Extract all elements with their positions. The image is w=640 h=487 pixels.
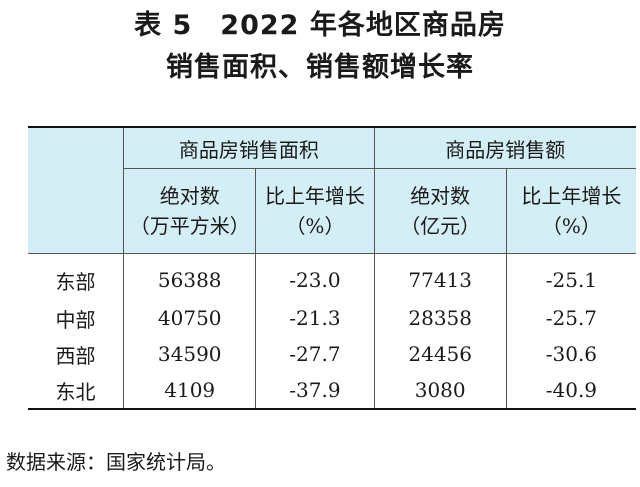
table-row: 西部 34590 -27.7 24456 -30.6 xyxy=(28,336,636,372)
region-header-cell xyxy=(28,127,124,254)
table-row: 中部 40750 -21.3 28358 -25.7 xyxy=(28,300,636,336)
subheader-area-absolute-unit: （万平方米） xyxy=(129,214,250,238)
sales-cell: 24456 xyxy=(373,336,507,372)
data-table: 商品房销售面积 商品房销售额 绝对数 （万平方米） 比上年增长 （%） 绝对数 … xyxy=(28,126,636,410)
sales-growth-cell: -40.9 xyxy=(505,372,636,410)
source-note: 数据来源：国家统计局。 xyxy=(6,450,226,474)
subheader-area-growth: 比上年增长 （%） xyxy=(255,168,375,254)
subheader-sales-growth-label: 比上年增长 xyxy=(521,184,622,208)
subheader-sales-absolute: 绝对数 （亿元） xyxy=(373,168,507,254)
subheader-area-growth-label: 比上年增长 xyxy=(264,184,365,208)
table-title-line1: 表 5 2022 年各地区商品房 xyxy=(134,10,506,41)
region-cell: 东部 xyxy=(55,269,96,294)
subheader-sales-absolute-label: 绝对数 xyxy=(410,184,471,208)
area-growth-cell: -23.0 xyxy=(255,253,375,300)
subheader-area-absolute-label: 绝对数 xyxy=(159,184,220,208)
area-cell: 56388 xyxy=(123,253,256,300)
subheader-sales-absolute-unit: （亿元） xyxy=(400,214,481,238)
area-growth-cell: -27.7 xyxy=(255,336,375,372)
sales-cell: 3080 xyxy=(373,372,507,410)
sales-growth-cell: -25.7 xyxy=(505,300,636,336)
table-row: 东部 56388 -23.0 77413 -25.1 xyxy=(28,253,636,300)
area-cell: 4109 xyxy=(123,372,256,410)
subheader-area-absolute: 绝对数 （万平方米） xyxy=(123,168,256,254)
table-title-line2: 销售面积、销售额增长率 xyxy=(166,52,474,83)
area-cell: 40750 xyxy=(123,300,256,336)
area-growth-cell: -37.9 xyxy=(255,372,375,410)
sales-growth-cell: -30.6 xyxy=(505,336,636,372)
region-cell: 中部 xyxy=(55,307,96,332)
sales-cell: 77413 xyxy=(373,253,507,300)
region-cell: 西部 xyxy=(55,343,96,368)
group-header-sales: 商品房销售额 xyxy=(373,127,636,169)
table-row: 东北 4109 -37.9 3080 -40.9 xyxy=(28,372,636,410)
subheader-area-growth-unit: （%） xyxy=(285,214,345,238)
subheader-sales-growth-unit: （%） xyxy=(541,214,601,238)
area-cell: 34590 xyxy=(123,336,256,372)
subheader-sales-growth: 比上年增长 （%） xyxy=(505,168,636,254)
group-header-area: 商品房销售面积 xyxy=(123,127,375,169)
region-cell: 东北 xyxy=(28,372,124,410)
sales-growth-cell: -25.1 xyxy=(505,253,636,300)
area-growth-cell: -21.3 xyxy=(255,300,375,336)
sales-cell: 28358 xyxy=(373,300,507,336)
